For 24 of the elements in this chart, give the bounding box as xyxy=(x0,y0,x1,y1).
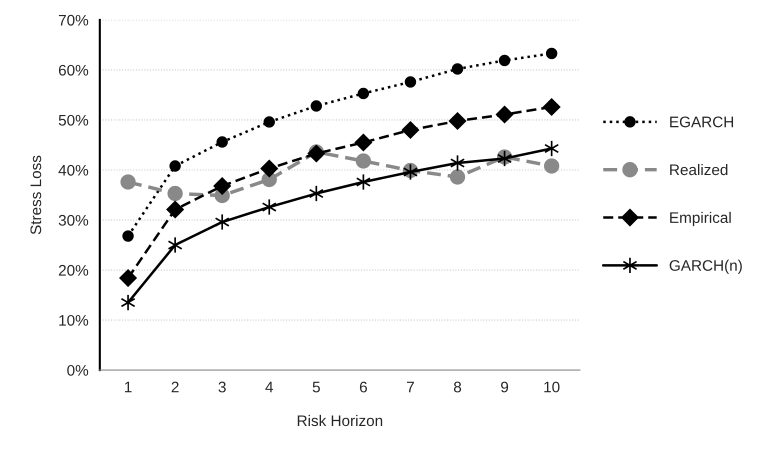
x-tick-label: 9 xyxy=(501,382,508,392)
x-tick-label: 7 xyxy=(406,382,414,392)
x-tick-label: 10 xyxy=(544,382,560,392)
y-tick-label: 20% xyxy=(58,264,88,276)
x-axis-title: Risk Horizon xyxy=(298,414,382,426)
legend-label: Realized xyxy=(670,164,728,176)
x-tick-label: 3 xyxy=(218,382,226,392)
legend-label: Empirical xyxy=(670,212,731,226)
y-tick-label: 0% xyxy=(67,364,88,376)
x-tick-label: 6 xyxy=(360,382,367,392)
legend-label: GARCH(n) xyxy=(670,260,742,274)
legend-label: EGARCH xyxy=(670,116,734,128)
x-tick-label: 4 xyxy=(265,382,274,392)
y-tick-label: 10% xyxy=(59,314,88,326)
y-tick-label: 30% xyxy=(58,214,88,226)
y-tick-label: 50% xyxy=(58,114,88,126)
y-tick-label: 70% xyxy=(58,14,88,26)
x-tick-label: 8 xyxy=(454,382,462,392)
y-axis-title: Stress Loss xyxy=(30,156,42,234)
x-tick-label: 2 xyxy=(172,382,179,392)
x-tick-label: 1 xyxy=(124,382,132,392)
x-tick-label: 5 xyxy=(312,382,320,392)
y-tick-label: 40% xyxy=(58,164,88,176)
y-tick-label: 60% xyxy=(58,64,88,76)
